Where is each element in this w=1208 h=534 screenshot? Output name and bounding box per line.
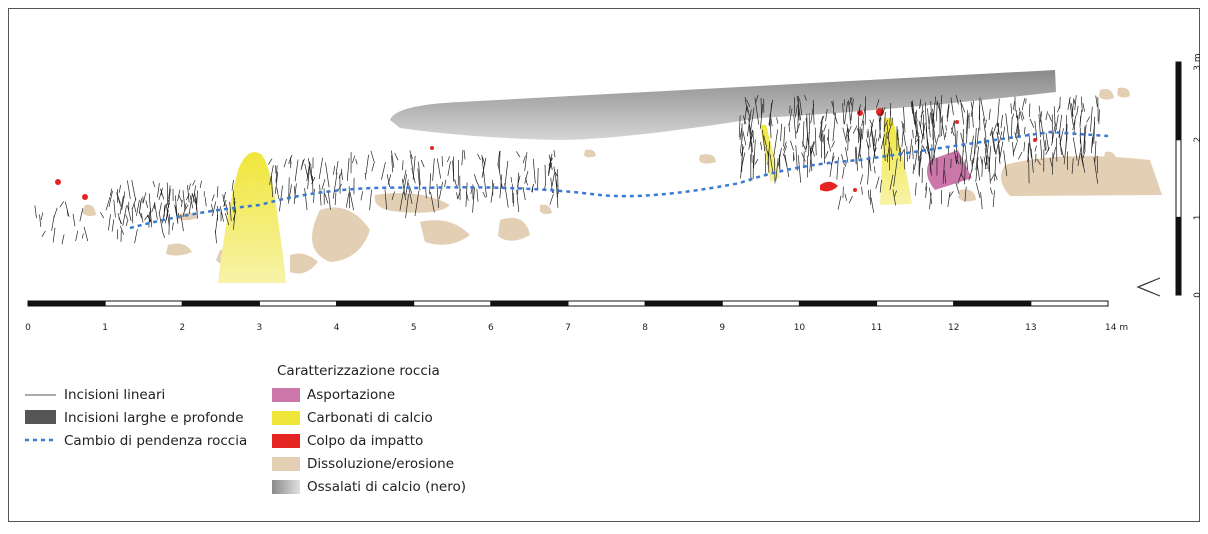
scale-label: 1	[102, 323, 108, 333]
scale-label: 8	[642, 323, 648, 333]
legend-swatch	[272, 411, 300, 425]
scale-label: 12	[948, 323, 959, 333]
legend-label: Incisioni larghe e profonde	[64, 410, 244, 426]
scale-label: 9	[719, 323, 725, 333]
legend-label: Asportazione	[307, 387, 395, 403]
scale-segment	[954, 301, 1031, 306]
scale-segment	[414, 301, 491, 306]
scale-label: 1	[1193, 214, 1203, 220]
scale-label: 2	[179, 323, 185, 333]
scale-segment	[337, 301, 414, 306]
scale-segment	[1176, 140, 1181, 218]
scale-segment	[105, 301, 182, 306]
scale-label: 4	[334, 323, 340, 333]
scale-label: 10	[794, 323, 806, 333]
scale-segment	[1176, 62, 1181, 140]
legend-label: Ossalati di calcio (nero)	[307, 479, 466, 495]
scale-segment	[877, 301, 954, 306]
legend-title: Caratterizzazione roccia	[277, 363, 440, 379]
scale-segment	[491, 301, 568, 306]
legend-swatch	[272, 434, 300, 448]
scale-label: 7	[565, 323, 571, 333]
legend-label: Cambio di pendenza roccia	[64, 433, 247, 449]
legend-dark-swatch	[25, 410, 56, 424]
scale-label: 13	[1025, 323, 1036, 333]
scale-segment	[182, 301, 259, 306]
scale-label: 0	[1193, 292, 1203, 298]
legend-swatch	[272, 480, 300, 494]
legend-label: Carbonati di calcio	[307, 410, 433, 426]
scale-segment	[799, 301, 876, 306]
legend-swatch	[272, 457, 300, 471]
scale-label: 11	[871, 323, 882, 333]
scale-label: 0	[25, 323, 31, 333]
scale-label: 3	[257, 323, 263, 333]
legend-label: Incisioni lineari	[64, 387, 165, 403]
scale-label: 14 m	[1105, 323, 1128, 333]
scale-segment	[645, 301, 722, 306]
legend-swatch	[272, 388, 300, 402]
scale-segment	[259, 301, 336, 306]
scale-segment	[722, 301, 799, 306]
scale-label: 2	[1193, 137, 1203, 143]
scale-segment	[1031, 301, 1108, 306]
legend-label: Dissoluzione/erosione	[307, 456, 454, 472]
scale-segment	[28, 301, 105, 306]
scale-label: 3 m	[1193, 53, 1203, 70]
scale-segment	[1176, 217, 1181, 295]
legend-label: Colpo da impatto	[307, 433, 423, 449]
scale-label: 6	[488, 323, 494, 333]
scale-label: 5	[411, 323, 417, 333]
scale-segment	[568, 301, 645, 306]
